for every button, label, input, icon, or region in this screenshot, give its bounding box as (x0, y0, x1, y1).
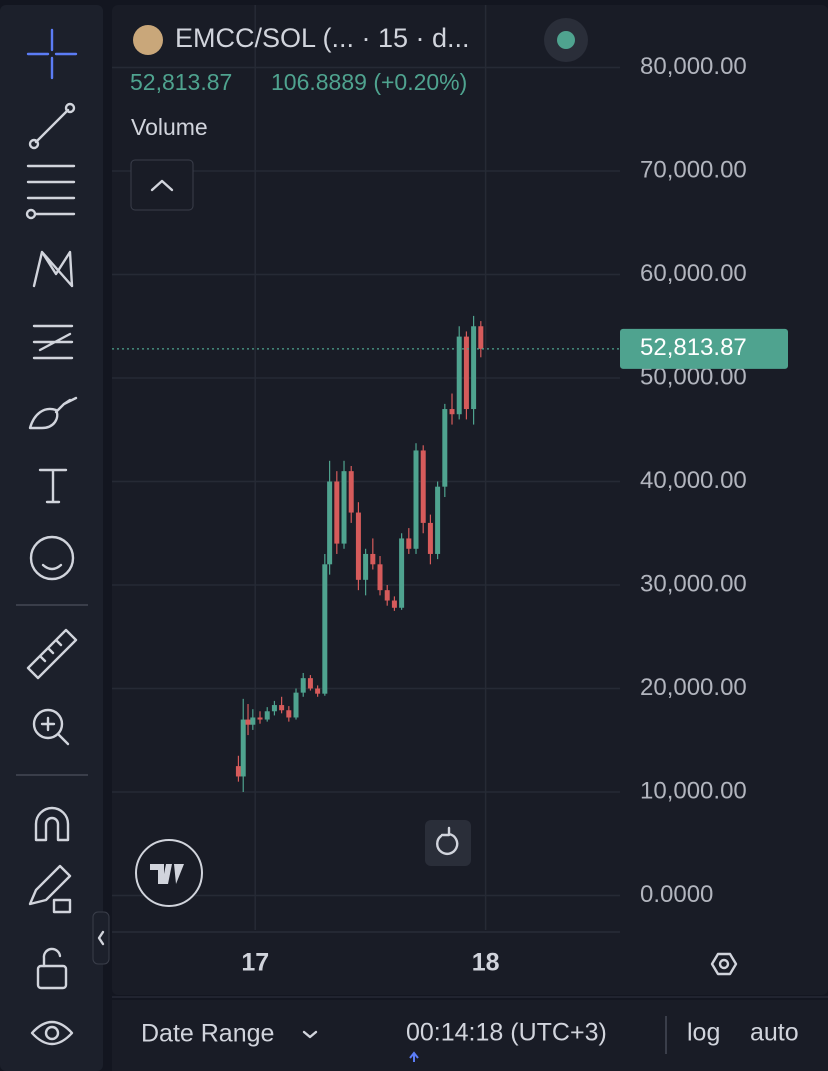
dot (25, 208, 37, 220)
plus (40, 716, 70, 746)
ruler-icon[interactable] (26, 628, 78, 680)
candle-body (245, 719, 251, 725)
candle-body (271, 705, 277, 712)
candle-body (406, 538, 412, 549)
candle-body (327, 481, 333, 565)
chevron-up (150, 179, 174, 192)
collapse-toolbar[interactable] (92, 911, 110, 965)
pupil (44, 1025, 60, 1041)
candle-body (420, 450, 426, 523)
chevron (97, 930, 105, 946)
y-tick-label: 0.0000 (640, 881, 713, 908)
brush-icon[interactable] (28, 396, 78, 430)
candle-body (370, 553, 376, 565)
x-tick-label: 18 (472, 949, 500, 977)
candle-body (413, 450, 419, 549)
symbol-logo (133, 25, 163, 55)
smile (41, 563, 63, 571)
candle-body (279, 705, 285, 711)
candle-body (471, 326, 477, 410)
shackle (42, 947, 62, 968)
candle-body (322, 564, 328, 694)
x-tick-label: 17 (241, 949, 269, 977)
candle-body (355, 512, 361, 580)
pencil-lock-icon[interactable] (28, 864, 72, 906)
price-change: 106.8889 (+0.20%) (271, 69, 467, 95)
log-toggle[interactable]: log (687, 1019, 720, 1047)
auto-toggle[interactable]: auto (750, 1019, 799, 1047)
y-tick-label: 10,000.00 (640, 777, 747, 804)
bottom-bar (112, 1000, 828, 1071)
dot (28, 138, 40, 150)
y-tick-label: 80,000.00 (640, 53, 747, 80)
forecast-icon[interactable] (32, 324, 74, 360)
candle-body (264, 711, 270, 720)
candle-body (235, 766, 241, 777)
candle-body (363, 553, 369, 580)
fib-icon[interactable] (26, 164, 76, 216)
price-badge-label: 52,813.87 (640, 334, 747, 361)
candle-body (435, 486, 441, 554)
last-price: 52,813.87 (130, 69, 232, 95)
y-tick-label: 70,000.00 (640, 156, 747, 183)
text-icon[interactable] (38, 468, 68, 504)
y-tick-label: 20,000.00 (640, 674, 747, 701)
tool-icons (25, 28, 78, 1046)
y-tick-label: 30,000.00 (640, 570, 747, 597)
candle-body (240, 719, 246, 777)
candle-body (427, 522, 433, 554)
candle-body (334, 481, 340, 544)
candle-body (463, 336, 469, 410)
zoom-icon[interactable] (32, 708, 64, 740)
candles (112, 315, 620, 793)
arrow (409, 1051, 419, 1062)
tv-mark (150, 864, 184, 884)
candle-body (341, 471, 347, 544)
chevron-down (302, 1030, 318, 1039)
emoji-icon[interactable] (29, 535, 75, 581)
pattern-icon[interactable] (32, 250, 74, 288)
candle-body (300, 678, 306, 693)
candle-body (384, 590, 390, 601)
eye-icon[interactable] (30, 1020, 74, 1046)
candle-body (449, 409, 455, 415)
lock (52, 898, 72, 914)
candle-body (377, 564, 383, 591)
candle-body (391, 600, 397, 608)
candle-body (293, 692, 299, 718)
trendline-icon[interactable] (34, 108, 70, 144)
collapse-button[interactable] (130, 159, 194, 211)
dot (64, 102, 76, 114)
candle-body (456, 336, 462, 415)
candle-body (307, 678, 313, 689)
pane-label: Volume (131, 114, 208, 140)
lock-icon[interactable] (36, 964, 68, 990)
chart-panel (112, 5, 828, 995)
candle-body (315, 688, 321, 694)
settings-dot (718, 958, 730, 970)
candle-body (478, 326, 484, 349)
crosshair-icon[interactable] (26, 28, 78, 80)
clock[interactable]: 00:14:18 (UTC+3) (406, 1019, 607, 1047)
magnet-icon[interactable] (34, 806, 70, 842)
candle-body (286, 710, 292, 718)
symbol-title[interactable]: EMCC/SOL (... · 15 · d... (175, 23, 470, 53)
candle-body (399, 538, 405, 608)
candle-body (257, 717, 263, 720)
status-dot (557, 31, 575, 49)
reset-button[interactable] (425, 820, 471, 866)
settings-icon[interactable] (710, 952, 738, 976)
candle-body (250, 717, 256, 725)
price-badge (620, 328, 788, 369)
y-tick-label: 40,000.00 (640, 467, 747, 494)
candle-body (442, 409, 448, 487)
candle-body (348, 471, 354, 513)
reset-icon (436, 826, 459, 855)
date-range[interactable]: Date Range (141, 1020, 274, 1048)
y-tick-label: 60,000.00 (640, 260, 747, 287)
